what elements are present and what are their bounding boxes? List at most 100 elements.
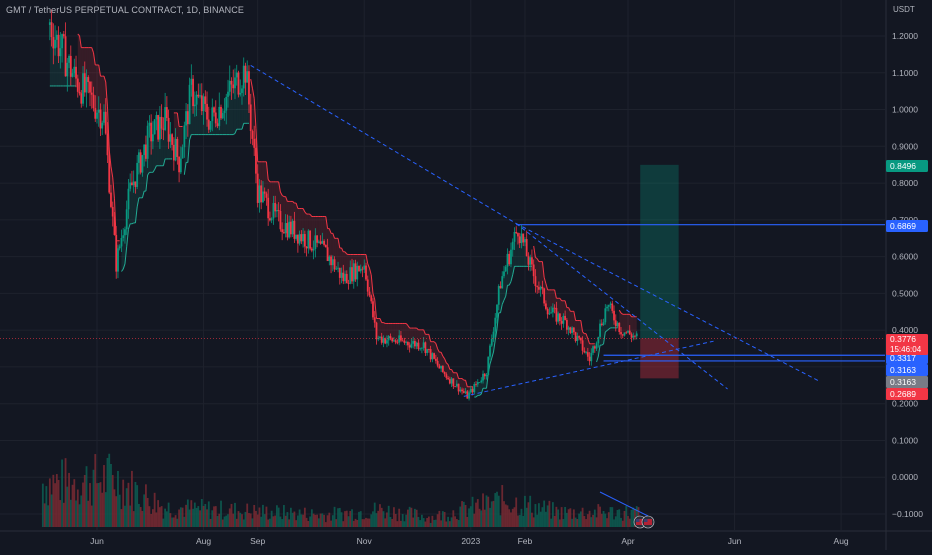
candle-body[interactable]	[65, 36, 67, 76]
candle-body[interactable]	[276, 210, 278, 211]
candle-body[interactable]	[606, 307, 608, 309]
candle-body[interactable]	[173, 145, 175, 161]
candle-body[interactable]	[161, 117, 163, 129]
candle-body[interactable]	[194, 105, 196, 106]
candle-body[interactable]	[183, 126, 185, 148]
candle-body[interactable]	[283, 232, 285, 233]
candle-body[interactable]	[51, 22, 53, 37]
candle-body[interactable]	[390, 336, 392, 338]
candle-body[interactable]	[341, 273, 343, 278]
candle-body[interactable]	[479, 382, 481, 383]
candle-body[interactable]	[514, 232, 516, 242]
candle-body[interactable]	[498, 286, 500, 305]
candle-body[interactable]	[339, 268, 341, 278]
candle-body[interactable]	[604, 308, 606, 322]
candle-body[interactable]	[253, 139, 255, 148]
candle-body[interactable]	[512, 242, 514, 250]
candle-body[interactable]	[264, 192, 266, 194]
candle-body[interactable]	[239, 93, 241, 95]
candle-body[interactable]	[66, 63, 68, 76]
candle-body[interactable]	[72, 73, 74, 77]
candle-body[interactable]	[437, 361, 439, 366]
candle-body[interactable]	[162, 129, 164, 130]
candle-body[interactable]	[416, 343, 418, 347]
candle-body[interactable]	[232, 84, 234, 88]
candle-body[interactable]	[625, 332, 627, 333]
candle-body[interactable]	[615, 320, 617, 326]
candle-body[interactable]	[372, 301, 374, 317]
candle-body[interactable]	[391, 338, 393, 341]
candle-body[interactable]	[136, 163, 138, 187]
candle-body[interactable]	[381, 337, 383, 343]
candle-body[interactable]	[362, 269, 364, 270]
candle-body[interactable]	[187, 111, 189, 124]
candle-body[interactable]	[564, 316, 566, 320]
candle-body[interactable]	[107, 134, 109, 156]
candle-body[interactable]	[267, 198, 269, 218]
candle-body[interactable]	[554, 308, 556, 309]
candle-body[interactable]	[517, 233, 519, 236]
candle-body[interactable]	[496, 305, 498, 318]
candle-body[interactable]	[231, 81, 233, 85]
candle-body[interactable]	[192, 79, 194, 106]
candle-body[interactable]	[494, 318, 496, 332]
candle-body[interactable]	[52, 37, 54, 48]
candle-body[interactable]	[154, 119, 156, 134]
candle-body[interactable]	[262, 192, 264, 203]
candle-body[interactable]	[599, 324, 601, 337]
candle-body[interactable]	[442, 366, 444, 372]
candle-body[interactable]	[115, 235, 117, 272]
candle-body[interactable]	[248, 71, 250, 104]
candle-body[interactable]	[169, 134, 171, 141]
candle-body[interactable]	[168, 118, 170, 142]
candle-body[interactable]	[421, 348, 423, 349]
candle-body[interactable]	[327, 247, 329, 261]
candle-body[interactable]	[138, 152, 140, 163]
candle-body[interactable]	[634, 336, 636, 337]
candle-body[interactable]	[307, 231, 309, 249]
candle-body[interactable]	[430, 349, 432, 359]
candle-body[interactable]	[384, 338, 386, 343]
candle-body[interactable]	[423, 342, 425, 348]
candle-body[interactable]	[346, 274, 348, 283]
candle-body[interactable]	[101, 123, 103, 129]
candle-body[interactable]	[466, 391, 468, 398]
candle-body[interactable]	[526, 239, 528, 256]
candle-body[interactable]	[419, 348, 421, 349]
candle-body[interactable]	[402, 341, 404, 342]
candle-body[interactable]	[596, 343, 598, 348]
candle-body[interactable]	[559, 314, 561, 322]
candle-body[interactable]	[353, 263, 355, 281]
candle-body[interactable]	[204, 96, 206, 104]
candle-body[interactable]	[440, 366, 442, 369]
candle-body[interactable]	[213, 107, 215, 112]
candle-body[interactable]	[480, 381, 482, 382]
candle-body[interactable]	[355, 263, 357, 279]
candle-body[interactable]	[58, 35, 60, 56]
candle-body[interactable]	[613, 311, 615, 321]
candle-body[interactable]	[407, 342, 409, 345]
candle-body[interactable]	[86, 77, 88, 92]
candle-body[interactable]	[155, 115, 157, 119]
candle-body[interactable]	[400, 335, 402, 340]
candle-body[interactable]	[444, 372, 446, 374]
candle-body[interactable]	[321, 241, 323, 244]
candle-body[interactable]	[128, 189, 130, 210]
candle-body[interactable]	[320, 242, 322, 244]
candle-body[interactable]	[218, 107, 220, 126]
candle-body[interactable]	[293, 221, 295, 239]
candle-body[interactable]	[318, 242, 320, 243]
candle-body[interactable]	[411, 344, 413, 348]
candle-body[interactable]	[49, 22, 51, 25]
candle-body[interactable]	[182, 147, 184, 158]
candle-body[interactable]	[624, 332, 626, 335]
candle-body[interactable]	[456, 384, 458, 387]
candle-body[interactable]	[358, 266, 360, 271]
candle-body[interactable]	[250, 104, 252, 131]
candle-body[interactable]	[70, 56, 72, 77]
candle-body[interactable]	[473, 384, 475, 392]
candle-body[interactable]	[150, 123, 152, 142]
candle-body[interactable]	[54, 40, 56, 49]
candle-body[interactable]	[199, 95, 201, 96]
candle-body[interactable]	[575, 332, 577, 341]
